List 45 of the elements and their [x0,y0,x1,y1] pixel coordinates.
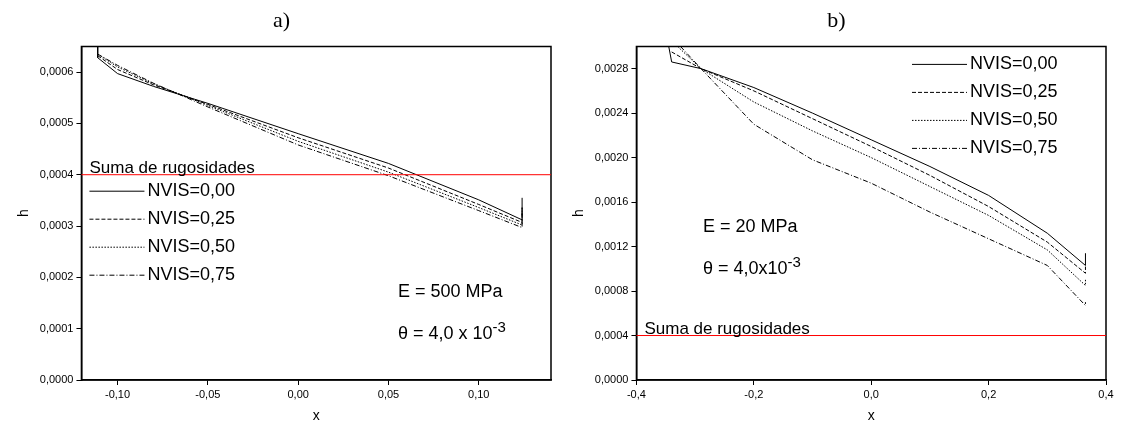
chart-title: a) [272,6,291,32]
x-tick-label: 0,0 [863,387,879,400]
y-tick-label: 0,0024 [594,106,629,119]
x-tick-label: -0,05 [195,387,221,400]
y-tick-label: 0,0004 [39,167,74,180]
ref-line-label: Suma de rugosidades [644,318,810,338]
x-tick-label: 0,10 [468,387,490,400]
x-tick-label: 0,2 [980,387,997,400]
legend-label: NVIS=0,25 [970,81,1058,102]
y-tick-label: 0,0004 [594,328,629,341]
annotation: θ = 4,0x10$^{-3}$ [703,252,801,280]
y-tick-label: 0,0006 [39,65,74,78]
y-tick-label: 0,0028 [594,61,629,74]
x-tick-label: 0,05 [377,387,400,400]
y-tick-label: 0,0002 [39,270,74,283]
legend-label: NVIS=0,25 [147,208,236,229]
x-axis-title: x [312,407,320,424]
legend-label: NVIS=0,75 [970,137,1058,158]
y-tick-label: 0,0020 [594,150,629,163]
y-tick-label: 0,0001 [39,321,74,334]
y-tick-label: 0,0003 [39,219,74,232]
x-tick-label: 0,4 [1098,387,1114,400]
annotation: E = 20 MPa [703,215,799,238]
y-tick-label: 0,0000 [39,373,74,386]
x-tick-label: -0,4 [626,387,646,400]
chart-title: b) [827,6,846,32]
y-axis-title: h [15,209,32,218]
ref-line-label: Suma de rugosidades [89,157,255,177]
x-tick-label: -0,2 [744,387,764,400]
y-tick-label: 0,0016 [594,195,629,208]
y-tick-label: 0,0000 [594,373,629,386]
y-tick-label: 0,0012 [594,239,629,252]
legend-label: NVIS=0,50 [970,109,1058,130]
y-tick-label: 0,0008 [594,284,629,297]
x-tick-label: -0,10 [105,387,131,400]
y-tick-label: 0,0005 [39,116,74,129]
annotation: θ = 4,0 x 10$^{-3}$ [398,317,506,345]
x-tick-label: 0,00 [287,387,309,400]
legend-label: NVIS=0,00 [970,53,1058,74]
x-axis-title: x [867,407,875,424]
legend-label: NVIS=0,50 [147,236,236,257]
legend-label: NVIS=0,75 [147,264,236,285]
y-axis-title: h [570,209,587,218]
legend-label: NVIS=0,00 [147,180,236,201]
annotation: E = 500 MPa [398,280,504,303]
